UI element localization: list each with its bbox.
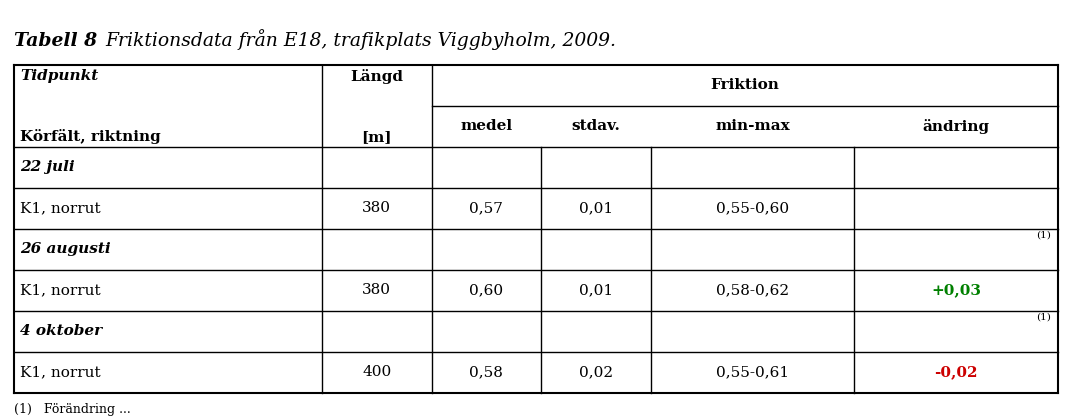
Text: 0,01: 0,01 [579, 201, 613, 215]
Text: stdav.: stdav. [571, 119, 621, 133]
Text: -0,02: -0,02 [935, 365, 978, 379]
Text: [m]: [m] [361, 130, 392, 144]
Text: 26 augusti: 26 augusti [20, 242, 111, 256]
Text: K1, norrut: K1, norrut [20, 365, 101, 379]
Text: (1): (1) [1036, 231, 1051, 240]
Text: Tidpunkt: Tidpunkt [20, 69, 99, 83]
Text: Längd: Längd [351, 69, 403, 84]
Text: 0,02: 0,02 [579, 365, 613, 379]
Text: Friktion: Friktion [711, 78, 779, 92]
Text: Körfält, riktning: Körfält, riktning [20, 129, 161, 144]
Text: (1)   Förändring ...: (1) Förändring ... [14, 403, 131, 416]
Text: (1): (1) [1036, 313, 1051, 322]
Text: ändring: ändring [923, 119, 989, 134]
Text: 0,55-0,60: 0,55-0,60 [716, 201, 789, 215]
Text: K1, norrut: K1, norrut [20, 283, 101, 297]
Text: +0,03: +0,03 [932, 283, 981, 297]
Text: 380: 380 [362, 201, 391, 215]
Text: 0,57: 0,57 [470, 201, 504, 215]
Text: 380: 380 [362, 283, 391, 297]
Text: K1, norrut: K1, norrut [20, 201, 101, 215]
Text: 4 oktober: 4 oktober [20, 324, 103, 338]
Text: 0,58-0,62: 0,58-0,62 [716, 283, 789, 297]
Text: 0,01: 0,01 [579, 283, 613, 297]
Text: medel: medel [460, 119, 512, 133]
Text: Tabell 8: Tabell 8 [14, 32, 98, 50]
Text: 0,58: 0,58 [470, 365, 504, 379]
Text: 0,55-0,61: 0,55-0,61 [716, 365, 789, 379]
Text: 0,60: 0,60 [470, 283, 504, 297]
Text: 22 juli: 22 juli [20, 160, 75, 174]
Text: 400: 400 [362, 365, 391, 379]
Text: min-max: min-max [715, 119, 790, 133]
Text: Friktionsdata från E18, trafikplats Viggbyholm, 2009.: Friktionsdata från E18, trafikplats Vigg… [105, 29, 616, 50]
